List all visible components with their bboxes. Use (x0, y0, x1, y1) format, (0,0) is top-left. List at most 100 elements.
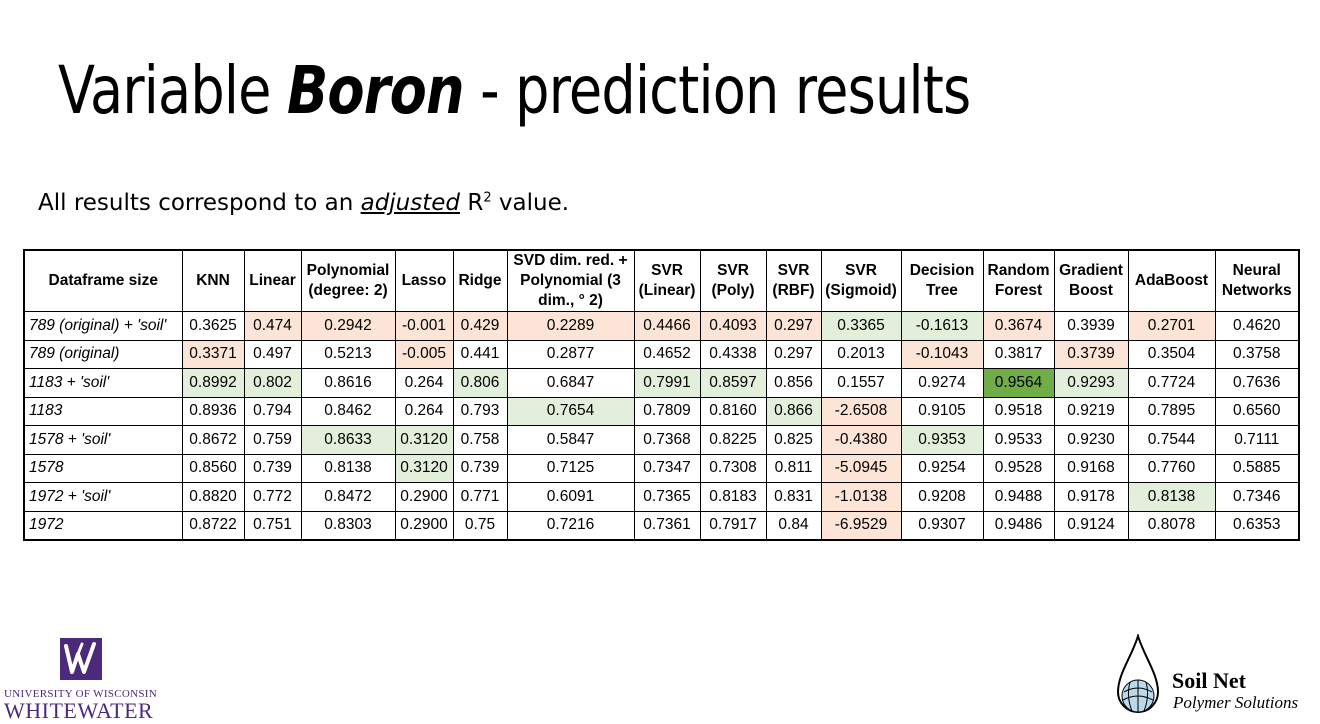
table-cell: 0.794 (243, 396, 302, 426)
table-cell: 0.9219 (1053, 396, 1129, 426)
table-cell: 0.793 (452, 396, 508, 426)
table-cell: 0.856 (765, 368, 822, 398)
title-emphasis: Boron (286, 52, 465, 129)
table-cell: -1.0138 (820, 482, 902, 512)
table-row: 1972 + 'soil' 0.8820 0.772 0.8472 0.2900 0.77… (23, 482, 1300, 512)
table-cell: 0.3739 (1053, 339, 1129, 369)
table-cell: 0.8672 (181, 425, 245, 455)
table-cell: 0.9488 (982, 482, 1055, 512)
header-model: Gradient Boost (1053, 249, 1129, 312)
table-cell: 0.825 (765, 425, 822, 455)
table-cell: 0.772 (243, 482, 302, 512)
table-cell: 0.8160 (699, 396, 767, 426)
table-cell: 0.2701 (1127, 311, 1216, 341)
uw-whitewater-logo: UNIVERSITY OF WISCONSIN WHITEWATER (4, 634, 157, 723)
table-cell: 0.9105 (900, 396, 984, 426)
table-cell: 0.8992 (181, 368, 245, 398)
table-cell: 0.7125 (506, 453, 635, 483)
table-cell: 0.8936 (181, 396, 245, 426)
table-cell: 0.2877 (506, 339, 635, 369)
table-cell: -0.1613 (900, 311, 984, 341)
table-cell: 0.3625 (181, 311, 245, 341)
table-cell: 0.441 (452, 339, 508, 369)
table-cell: 0.84 (765, 510, 822, 541)
results-table: Dataframe size KNN Linear Polynomial (degre… (23, 249, 1300, 541)
title-suffix: - prediction results (463, 52, 971, 129)
table-cell: 0.8722 (181, 510, 245, 541)
table-cell: -2.6508 (820, 396, 902, 426)
table-cell: 0.8560 (181, 453, 245, 483)
table-cell: 0.3365 (820, 311, 902, 341)
table-cell: 0.7365 (633, 482, 701, 512)
table-body: 789 (original) + 'soil' 0.3625 0.474 0.2942… (23, 311, 1300, 541)
table-cell: 0.9274 (900, 368, 984, 398)
table-cell: 0.6847 (506, 368, 635, 398)
table-cell: 0.802 (243, 368, 302, 398)
table-cell: 0.751 (243, 510, 302, 541)
header-model: Ridge (452, 249, 508, 312)
table-cell: 0.8472 (300, 482, 396, 512)
table-row: 1183 + 'soil' 0.8992 0.802 0.8616 0.264 0.806… (23, 368, 1300, 398)
table-cell: 0.9528 (982, 453, 1055, 483)
table-cell: 0.9254 (900, 453, 984, 483)
table-cell: 0.7636 (1214, 368, 1300, 398)
table-cell: 0.7895 (1127, 396, 1216, 426)
table-cell: 0.4466 (633, 311, 701, 341)
soilnet-subtitle: Polymer Solutions (1173, 693, 1299, 712)
header-model: KNN (181, 249, 245, 312)
table-cell: 0.7917 (699, 510, 767, 541)
table-cell: -0.1043 (900, 339, 984, 369)
table-cell: -0.4380 (820, 425, 902, 455)
table-cell: 0.9230 (1053, 425, 1129, 455)
table-cell: 0.429 (452, 311, 508, 341)
header-model: SVR (RBF) (765, 249, 822, 312)
row-label: 1578 (23, 453, 183, 483)
table-cell: 0.4093 (699, 311, 767, 341)
table-cell: 0.7216 (506, 510, 635, 541)
table-cell: 0.3371 (181, 339, 245, 369)
table-row: 789 (original) 0.3371 0.497 0.5213 -0.005 0.4… (23, 339, 1300, 369)
table-cell: 0.6560 (1214, 396, 1300, 426)
uw-w-icon (60, 638, 102, 680)
header-model: SVR (Sigmoid) (820, 249, 902, 312)
table-cell: 0.3120 (394, 425, 454, 455)
table-cell: 0.8138 (300, 453, 396, 483)
table-cell: 0.8303 (300, 510, 396, 541)
water-drop-globe-icon (1116, 634, 1160, 713)
table-cell: 0.9564 (982, 368, 1055, 398)
table-cell: 0.739 (452, 453, 508, 483)
header-model: Linear (243, 249, 302, 312)
table-cell: 0.8633 (300, 425, 396, 455)
table-cell: 0.297 (765, 311, 822, 341)
table-cell: 0.9293 (1053, 368, 1129, 398)
table-cell: 0.9168 (1053, 453, 1129, 483)
table-cell: 0.5847 (506, 425, 635, 455)
table-cell: 0.811 (765, 453, 822, 483)
table-cell: 0.9518 (982, 396, 1055, 426)
uw-university-text: UNIVERSITY OF WISCONSIN (4, 688, 157, 700)
table-cell: 0.831 (765, 482, 822, 512)
table-cell: 0.5213 (300, 339, 396, 369)
row-label: 1183 + 'soil' (23, 368, 183, 398)
table-cell: 0.474 (243, 311, 302, 341)
table-cell: 0.9307 (900, 510, 984, 541)
table-cell: 0.7809 (633, 396, 701, 426)
table-cell: 0.3817 (982, 339, 1055, 369)
table-cell: 0.297 (765, 339, 822, 369)
table-cell: 0.3674 (982, 311, 1055, 341)
title-prefix: Variable (58, 52, 287, 129)
table-cell: 0.8462 (300, 396, 396, 426)
table-cell: 0.8820 (181, 482, 245, 512)
table-row: 1183 0.8936 0.794 0.8462 0.264 0.793 0.7654 0.7… (23, 396, 1300, 426)
table-cell: 0.264 (394, 368, 454, 398)
soilnet-logo: Soil Net Polymer Solutions (1114, 634, 1314, 720)
table-cell: 0.8183 (699, 482, 767, 512)
table-cell: 0.3120 (394, 453, 454, 483)
table-cell: 0.7654 (506, 396, 635, 426)
table-row: 789 (original) + 'soil' 0.3625 0.474 0.2942… (23, 311, 1300, 341)
table-cell: 0.739 (243, 453, 302, 483)
table-cell: 0.5885 (1214, 453, 1300, 483)
slide-title: Variable Boron - prediction results (58, 58, 971, 124)
note-r: R (460, 190, 484, 216)
table-cell: 0.2942 (300, 311, 396, 341)
